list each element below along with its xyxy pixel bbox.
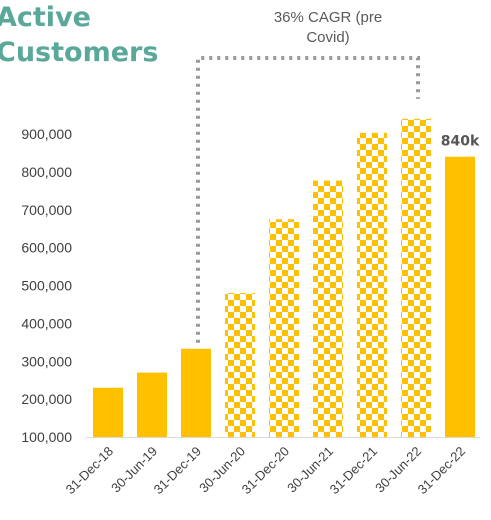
x-tick-label: 31-Dec-20 xyxy=(239,444,293,498)
bar-30-jun-22 xyxy=(401,118,431,437)
bar-31-dec-20 xyxy=(269,219,299,437)
bar-30-jun-21 xyxy=(313,180,343,437)
y-tick-label: 500,000 xyxy=(21,278,72,294)
cagr-bracket xyxy=(196,56,420,343)
y-tick-label: 100,000 xyxy=(21,429,72,445)
y-tick-label: 700,000 xyxy=(21,202,72,218)
x-tick-label: 31-Dec-22 xyxy=(415,444,469,498)
y-tick-label: 300,000 xyxy=(21,353,72,369)
bar-31-dec-18 xyxy=(93,387,123,437)
bar-30-jun-20 xyxy=(225,293,255,437)
chart-title: Active Customers xyxy=(0,0,158,70)
bar-31-dec-22 xyxy=(445,156,475,437)
bar-31-dec-19 xyxy=(181,348,211,437)
title-line-2: Customers xyxy=(0,37,159,68)
x-tick-label: 31-Dec-21 xyxy=(327,444,381,498)
y-tick-label: 400,000 xyxy=(21,315,72,331)
bar-30-jun-19 xyxy=(137,372,167,437)
title-line-1: Active xyxy=(0,2,91,33)
cagr-annotation: 36% CAGR (pre Covid) xyxy=(273,9,383,46)
x-tick-label: 31-Dec-19 xyxy=(151,444,205,498)
y-tick-label: 200,000 xyxy=(21,391,72,407)
y-tick-label: 800,000 xyxy=(21,164,72,180)
bar-31-dec-21 xyxy=(357,132,387,437)
y-tick-label: 900,000 xyxy=(21,126,72,142)
data-label: 840k xyxy=(441,134,480,150)
y-tick-label: 600,000 xyxy=(21,240,72,256)
x-tick-label: 31-Dec-18 xyxy=(63,444,117,498)
